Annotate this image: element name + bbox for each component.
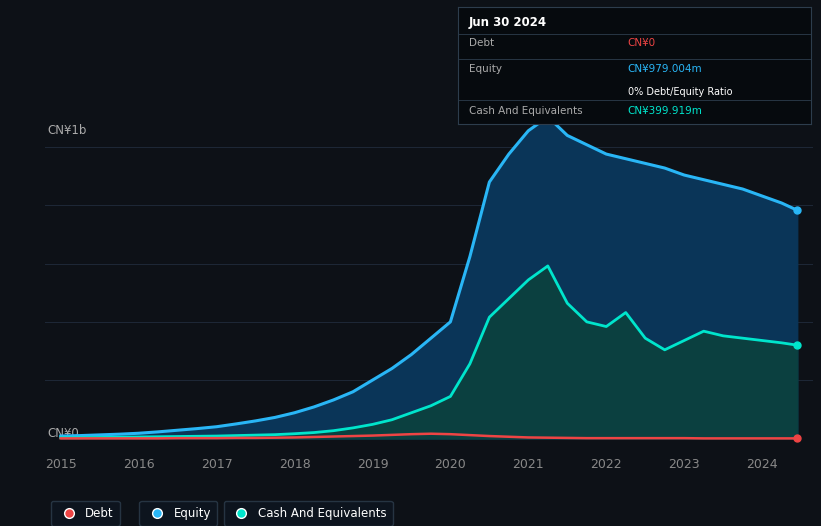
Text: Equity: Equity [469,64,502,74]
Legend: Cash And Equivalents: Cash And Equivalents [224,501,392,525]
Text: Jun 30 2024: Jun 30 2024 [469,16,547,29]
Text: CN¥0: CN¥0 [627,38,656,48]
Text: CN¥0: CN¥0 [48,427,79,440]
Text: Debt: Debt [469,38,494,48]
Text: CN¥1b: CN¥1b [48,124,87,137]
Text: 0% Debt/Equity Ratio: 0% Debt/Equity Ratio [627,87,732,97]
Text: CN¥979.004m: CN¥979.004m [627,64,702,74]
Text: CN¥399.919m: CN¥399.919m [627,106,703,116]
Text: Cash And Equivalents: Cash And Equivalents [469,106,582,116]
